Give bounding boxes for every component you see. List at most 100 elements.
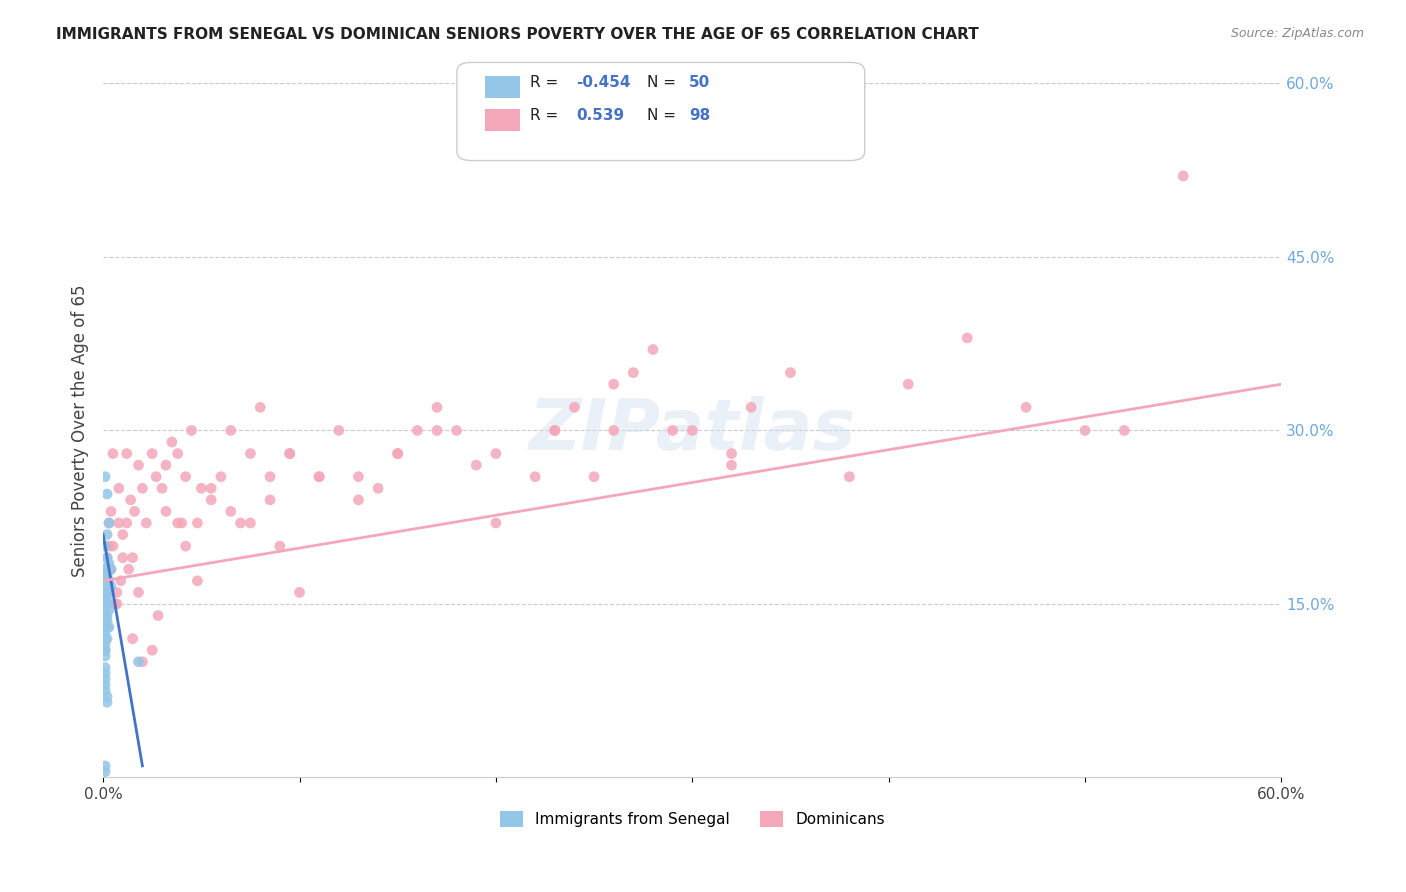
Point xyxy=(96,568,118,582)
Point xyxy=(602,377,624,392)
Point xyxy=(1015,401,1038,415)
Point xyxy=(94,672,117,686)
Point xyxy=(740,401,762,415)
Point xyxy=(105,585,128,599)
Point xyxy=(101,539,124,553)
Point xyxy=(111,550,134,565)
Point xyxy=(94,632,117,646)
Point xyxy=(838,469,860,483)
Text: ZIPatlas: ZIPatlas xyxy=(529,396,856,465)
Point xyxy=(956,331,979,345)
Point xyxy=(96,615,118,629)
Point xyxy=(98,574,121,588)
Point xyxy=(278,446,301,460)
Point xyxy=(1114,424,1136,438)
Point xyxy=(209,469,232,483)
Text: Source: ZipAtlas.com: Source: ZipAtlas.com xyxy=(1230,27,1364,40)
Point xyxy=(288,585,311,599)
Point xyxy=(96,585,118,599)
Point xyxy=(583,469,606,483)
Text: IMMIGRANTS FROM SENEGAL VS DOMINICAN SENIORS POVERTY OVER THE AGE OF 65 CORRELAT: IMMIGRANTS FROM SENEGAL VS DOMINICAN SEN… xyxy=(56,27,979,42)
Point xyxy=(127,655,149,669)
Point xyxy=(200,492,222,507)
Point xyxy=(94,608,117,623)
Point xyxy=(94,562,117,576)
Point xyxy=(720,446,742,460)
Point xyxy=(121,550,143,565)
Text: 98: 98 xyxy=(689,109,710,123)
Point xyxy=(108,481,131,495)
Point xyxy=(141,446,163,460)
Point xyxy=(96,580,118,594)
Point xyxy=(200,481,222,495)
Point xyxy=(96,550,118,565)
Point xyxy=(96,527,118,541)
Point xyxy=(94,597,117,611)
Point xyxy=(426,401,449,415)
Point xyxy=(524,469,547,483)
Point xyxy=(641,343,664,357)
Point xyxy=(94,615,117,629)
Point xyxy=(94,666,117,681)
Point xyxy=(131,655,153,669)
Point xyxy=(98,603,121,617)
Point xyxy=(661,424,683,438)
Point xyxy=(166,446,188,460)
Point xyxy=(98,516,121,530)
Point xyxy=(94,678,117,692)
Point xyxy=(278,446,301,460)
Point xyxy=(681,424,703,438)
Point xyxy=(115,516,138,530)
Point xyxy=(96,550,118,565)
Point xyxy=(259,469,281,483)
Point xyxy=(239,446,262,460)
Point xyxy=(94,568,117,582)
Point xyxy=(146,608,169,623)
Point xyxy=(100,580,122,594)
Point xyxy=(186,574,208,588)
Point xyxy=(94,562,117,576)
Point xyxy=(150,481,173,495)
Point xyxy=(135,516,157,530)
Point xyxy=(1074,424,1097,438)
Point xyxy=(124,504,146,518)
Point xyxy=(96,690,118,704)
Point xyxy=(387,446,409,460)
Point xyxy=(621,366,644,380)
Point xyxy=(118,562,141,576)
Point xyxy=(259,492,281,507)
Point xyxy=(94,597,117,611)
Point xyxy=(127,458,149,472)
Text: R =: R = xyxy=(530,76,564,90)
Point xyxy=(100,562,122,576)
Point xyxy=(94,637,117,651)
Point xyxy=(779,366,801,380)
Point xyxy=(98,539,121,553)
Point xyxy=(155,504,177,518)
Point xyxy=(94,643,117,657)
Point xyxy=(174,539,197,553)
Point xyxy=(96,620,118,634)
Text: R =: R = xyxy=(530,109,568,123)
Point xyxy=(544,424,567,438)
Point xyxy=(105,597,128,611)
Point xyxy=(190,481,212,495)
Point xyxy=(170,516,193,530)
Point xyxy=(94,469,117,483)
Point xyxy=(98,620,121,634)
Point xyxy=(387,446,409,460)
Point xyxy=(94,603,117,617)
Point xyxy=(104,597,127,611)
Y-axis label: Seniors Poverty Over the Age of 65: Seniors Poverty Over the Age of 65 xyxy=(72,285,89,577)
Point xyxy=(367,481,389,495)
Point xyxy=(155,458,177,472)
Text: -0.454: -0.454 xyxy=(576,76,631,90)
Point xyxy=(141,643,163,657)
Point xyxy=(406,424,429,438)
Point xyxy=(328,424,350,438)
Point xyxy=(115,446,138,460)
Point xyxy=(94,643,117,657)
Point xyxy=(127,585,149,599)
Point xyxy=(94,591,117,606)
Point xyxy=(96,695,118,709)
